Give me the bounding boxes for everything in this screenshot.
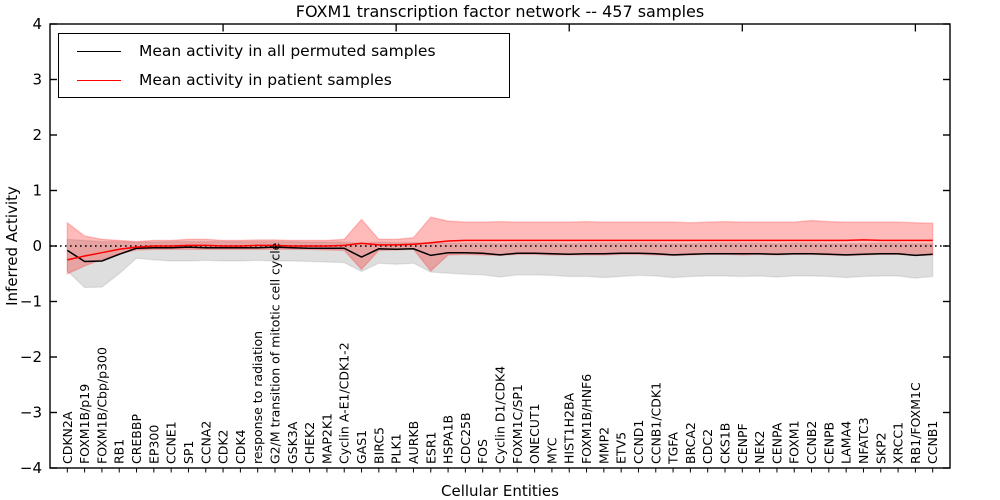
- x-tick-label: NEK2: [752, 431, 767, 464]
- x-tick-label: EP300: [146, 425, 161, 464]
- legend-line-patient-icon: [77, 79, 121, 81]
- permuted-mean-line: [66, 246, 933, 263]
- y-tick-label: 0: [32, 237, 42, 255]
- y-tick-label: −4: [20, 459, 42, 477]
- x-tick-label: RB1: [112, 439, 127, 464]
- x-tick-label: FOXM1: [787, 420, 802, 464]
- x-tick-label: CKS1B: [718, 423, 733, 464]
- legend: Mean activity in all permuted samples Me…: [58, 33, 510, 98]
- y-tick-label: −1: [20, 293, 42, 311]
- x-tick-label: FOXM1B/p19: [77, 384, 92, 464]
- x-tick-label: CREBBP: [129, 414, 144, 464]
- x-tick-label: MMP2: [596, 427, 611, 464]
- x-axis-label: Cellular Entities: [441, 482, 559, 500]
- x-tick-label: GAS1: [354, 430, 369, 464]
- x-tick-label: CDC25B: [458, 412, 473, 464]
- x-tick-label: CDC2: [700, 429, 715, 464]
- x-tick-label: CDK2: [216, 429, 231, 464]
- x-tick-label: XRCC1: [891, 422, 906, 464]
- x-tick-label: GSK3A: [285, 421, 300, 464]
- x-tick-label: BRCA2: [683, 422, 698, 464]
- x-tick-label: CENPA: [769, 422, 784, 464]
- x-tick-label: MYC: [544, 437, 559, 464]
- x-tick-label: LAMA4: [839, 421, 854, 464]
- x-tick-label: FOS: [475, 439, 490, 464]
- x-tick-label: CCNB1: [925, 421, 940, 464]
- x-tick-label: SP1: [181, 441, 196, 464]
- x-tick-label: CCNA2: [198, 421, 213, 464]
- legend-line-permuted-icon: [77, 50, 121, 52]
- x-tick-label: RB1/FOXM1C: [908, 382, 923, 464]
- x-tick-label: ONECUT1: [527, 403, 542, 464]
- x-tick-label: FOXM1C/SP1: [510, 384, 525, 464]
- y-axis-label: Inferred Activity: [3, 186, 21, 306]
- y-tick-label: 1: [32, 182, 42, 200]
- x-tick-label: SKP2: [873, 432, 888, 464]
- x-tick-label: FOXM1B/HNF6: [579, 374, 594, 464]
- x-tick-label: response to radiation: [250, 331, 265, 464]
- legend-label-permuted: Mean activity in all permuted samples: [139, 42, 436, 60]
- x-tick-label: NFATC3: [856, 417, 871, 464]
- legend-label-patient: Mean activity in patient samples: [139, 71, 392, 89]
- x-tick-label: G2/M transition of mitotic cell cycle: [268, 242, 283, 464]
- x-tick-label: CCNE1: [164, 421, 179, 464]
- legend-item-patient: Mean activity in patient samples: [71, 68, 509, 92]
- x-tick-label: CENPF: [735, 423, 750, 464]
- y-tick-label: 3: [32, 71, 42, 89]
- x-tick-label: Cyclin A-E1/CDK1-2: [337, 342, 352, 464]
- x-tick-label: ETV5: [614, 432, 629, 464]
- y-tick-label: −3: [20, 404, 42, 422]
- patient-mean-line: [67, 239, 933, 261]
- x-tick-label: FOXM1B/Cbp/p300: [94, 347, 109, 464]
- y-tick-label: 2: [32, 126, 42, 144]
- x-tick-label: MAP2K1: [319, 413, 334, 464]
- x-tick-label: TGFA: [666, 432, 681, 465]
- chart-title: FOXM1 transcription factor network -- 45…: [295, 2, 705, 21]
- x-tick-label: CENPB: [821, 422, 836, 464]
- x-tick-label: ESR1: [423, 432, 438, 464]
- x-tick-label: HSPA1B: [441, 415, 456, 464]
- y-tick-label: −2: [20, 348, 42, 366]
- x-tick-label: CHEK2: [302, 422, 317, 464]
- x-tick-label: CDKN2A: [60, 411, 75, 464]
- x-tick-label: AURKB: [406, 421, 421, 464]
- x-tick-label: CDK4: [233, 429, 248, 464]
- x-tick-label: HIST1H2BA: [562, 392, 577, 464]
- x-tick-label: CCNB2: [804, 421, 819, 464]
- y-tick-label: 4: [32, 15, 42, 33]
- x-tick-label: PLK1: [389, 433, 404, 464]
- x-tick-label: CCND1: [631, 420, 646, 464]
- x-tick-label: CCNB1/CDK1: [648, 382, 663, 464]
- legend-item-permuted: Mean activity in all permuted samples: [71, 39, 509, 63]
- x-tick-label: Cyclin D1/CDK4: [493, 366, 508, 464]
- x-tick-label: BIRC5: [371, 427, 386, 464]
